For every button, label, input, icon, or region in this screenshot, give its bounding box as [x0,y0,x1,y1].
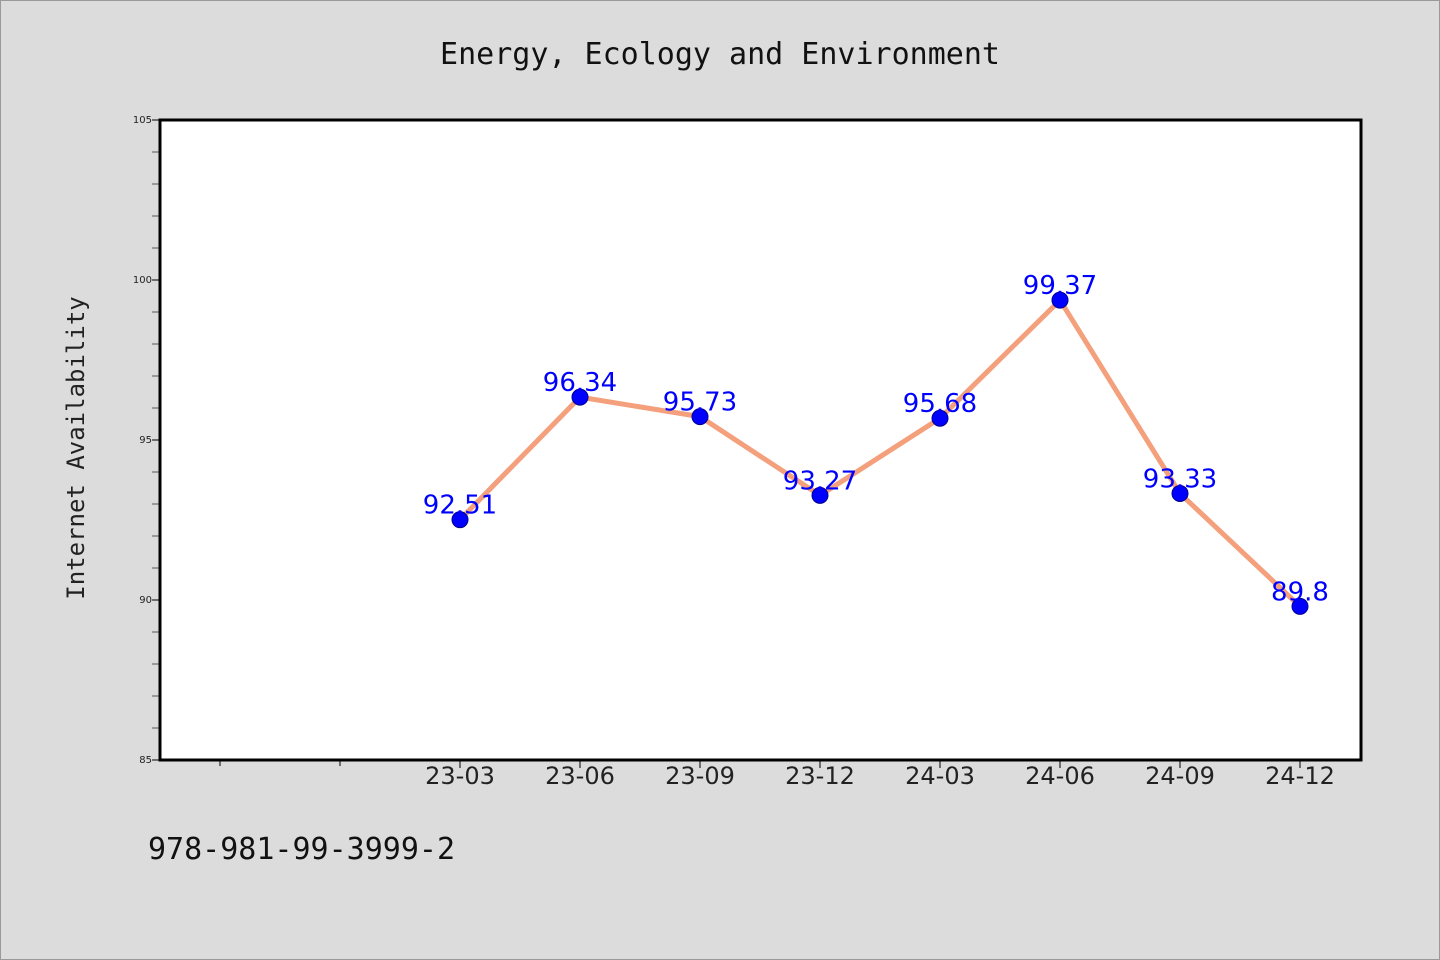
plot-border [158,118,1363,762]
chart-title: Energy, Ecology and Environment [440,37,1000,72]
x-tick-label: 23-12 [785,762,855,790]
data-point-marker [931,409,949,427]
y-tick-label: 85 [139,755,152,766]
data-label: 93.33 [1143,464,1217,494]
data-label: 95.73 [663,388,737,418]
y-axis: 85 90 95 100 105 [133,115,160,766]
y-axis-label: Internet Availability [62,296,90,599]
data-point-marker [691,408,709,426]
data-point-marker [571,388,589,406]
plot-area [160,120,1361,760]
x-axis: 23-03 23-06 23-09 23-12 24-03 24-06 24-09 24-12 [219,760,1335,790]
x-tick-label: 24-06 [1025,762,1095,790]
y-tick-label: 95 [139,435,152,446]
isbn-footnote: 978-981-99-3999-2 [148,832,456,867]
y-tick-label: 90 [139,595,152,606]
data-point-marker [1291,597,1309,615]
data-label: 95.68 [903,389,977,419]
x-tick-label: 23-03 [425,762,495,790]
x-tick-label: 24-12 [1265,762,1335,790]
data-point-marker [1051,291,1069,309]
x-tick-label: 24-03 [905,762,975,790]
data-label: 92.51 [423,491,497,521]
series-layer: 92.51 96.34 95.73 93.27 95.68 99.37 93.33 89.8 [423,271,1329,615]
series-line [457,297,1303,609]
data-point-marker [451,511,469,529]
data-label: 93.27 [783,466,857,496]
y-tick-label: 105 [133,115,152,126]
data-label: 96.34 [543,368,617,398]
x-tick-label: 24-09 [1145,762,1215,790]
data-label: 99.37 [1023,271,1097,301]
x-tick-label: 23-09 [665,762,735,790]
x-tick-label: 23-06 [545,762,615,790]
data-point-marker [811,486,829,504]
y-tick-label: 100 [133,275,152,286]
data-label: 89.8 [1271,577,1329,607]
data-point-marker [1171,484,1189,502]
